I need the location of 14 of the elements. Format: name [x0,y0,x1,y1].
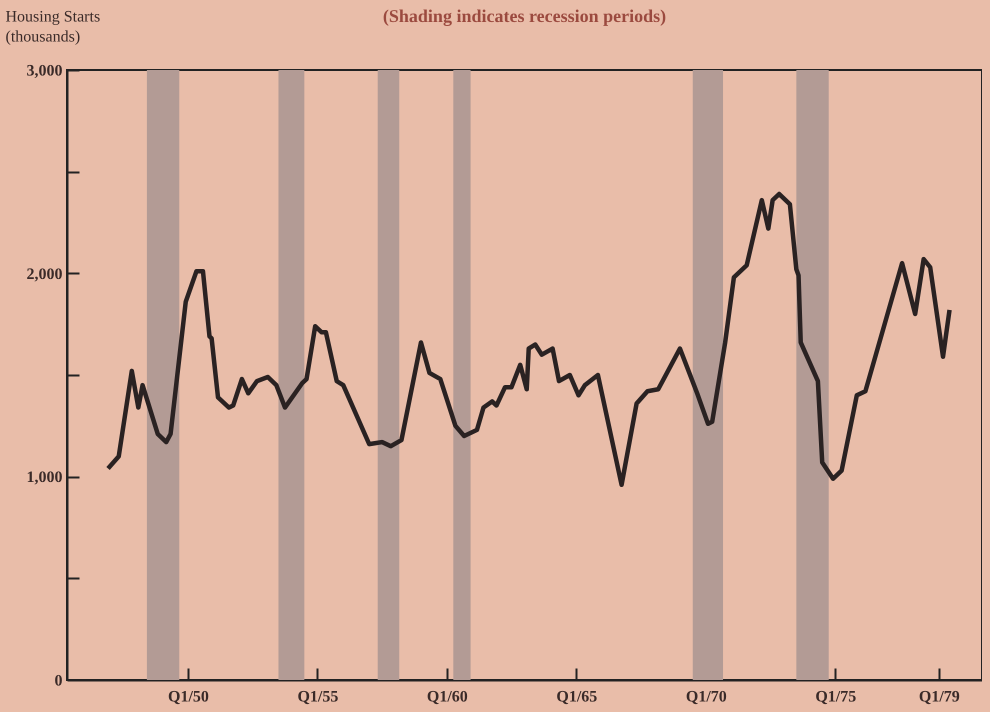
x-tick-label: Q1/60 [426,688,468,706]
line-series [106,192,952,488]
y-axis-title: Housing Starts (thousands) [6,8,100,46]
x-tick-label: Q1/65 [556,688,598,706]
x-tick-label: Q1/55 [297,688,338,706]
x-tick-label: Q1/79 [918,688,960,706]
x-tick-label: Q1/70 [686,688,727,706]
x-tick-label: Q1/75 [815,688,856,706]
y-tick-label: 0 [54,672,62,690]
x-tick-label: Q1/50 [168,688,209,706]
y-tick-label: 2,000 [26,266,62,283]
y-tick-label: 3,000 [26,62,62,80]
y-tick-label: 1,000 [26,469,62,486]
chart-title: (Shading indicates recession periods) [382,6,666,26]
